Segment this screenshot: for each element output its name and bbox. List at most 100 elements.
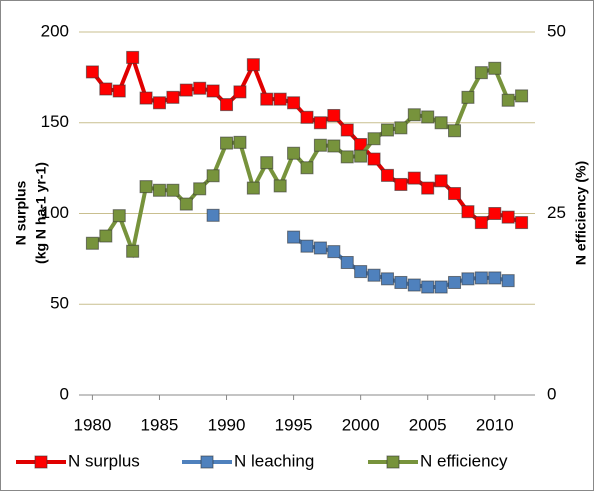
y2-tick-label: 0 [547,384,556,403]
marker [448,187,462,201]
marker [139,180,153,194]
marker [287,146,301,160]
marker [126,50,140,64]
marker [273,92,287,106]
marker [220,98,234,112]
marker [367,152,381,166]
marker [193,182,207,196]
marker [501,93,515,107]
marker [474,216,488,230]
marker [354,265,368,279]
x-tick-label: 2000 [342,415,380,434]
y-tick-label: 0 [60,384,69,403]
marker [461,272,475,286]
legend-marker [200,455,214,469]
y2-tick-label: 50 [547,21,566,40]
marker [166,90,180,104]
marker [99,82,113,96]
marker [193,81,207,95]
marker [85,65,99,79]
legend-marker [34,455,48,469]
marker [152,96,166,110]
marker [112,84,126,98]
marker [85,236,99,250]
x-tick-label: 2010 [476,415,514,434]
marker [287,230,301,244]
marker [99,229,113,243]
x-tick-label: 1995 [275,415,313,434]
marker [380,123,394,137]
marker [206,169,220,183]
marker [448,124,462,138]
marker [367,268,381,282]
x-tick-label: 1980 [73,415,111,434]
legend-marker [386,455,400,469]
marker [501,274,515,288]
marker [300,110,314,124]
marker [287,96,301,110]
marker [394,177,408,191]
x-tick-label: 2005 [409,415,447,434]
marker [421,181,435,195]
marker [394,275,408,289]
legend-label: N efficiency [420,451,508,470]
marker [152,183,166,197]
marker [340,150,354,164]
marker [434,116,448,130]
marker [327,139,341,153]
marker [112,209,126,223]
marker [313,138,327,152]
y-axis-label: (kg N ha-1 yr-1) [33,162,49,264]
marker [340,123,354,137]
y-tick-label: 150 [41,112,69,131]
marker [421,280,435,294]
marker [488,61,502,75]
marker [139,91,153,105]
marker [488,271,502,285]
y-tick-label: 200 [41,21,69,40]
marker [421,110,435,124]
marker [340,256,354,270]
x-tick-label: 1985 [141,415,179,434]
marker [126,244,140,258]
x-tick-label: 1990 [208,415,246,434]
marker [448,275,462,289]
marker [179,197,193,211]
marker [474,66,488,80]
marker [327,108,341,122]
marker [179,83,193,97]
marker [273,179,287,193]
marker [367,132,381,146]
marker [461,90,475,104]
marker [407,278,421,292]
y-tick-label: 50 [50,294,69,313]
marker [313,116,327,130]
legend-label: N leaching [234,451,314,470]
marker [260,156,274,170]
marker [354,149,368,163]
marker [461,205,475,219]
marker [394,121,408,135]
marker [206,208,220,222]
y2-axis-label: N efficiency (%) [573,161,589,265]
y-tick-label: 100 [41,203,69,222]
marker [380,168,394,182]
marker [515,89,529,103]
marker [300,239,314,253]
legend-label: N surplus [68,451,140,470]
marker [474,271,488,285]
marker [206,84,220,98]
marker [501,210,515,224]
marker [407,171,421,185]
y-axis-label: N surplus [13,181,29,246]
marker [246,58,260,72]
marker [260,92,274,106]
marker [434,280,448,294]
marker [166,183,180,197]
marker [488,207,502,220]
marker [300,161,314,175]
marker [313,241,327,255]
marker [233,135,247,149]
marker [246,181,260,195]
